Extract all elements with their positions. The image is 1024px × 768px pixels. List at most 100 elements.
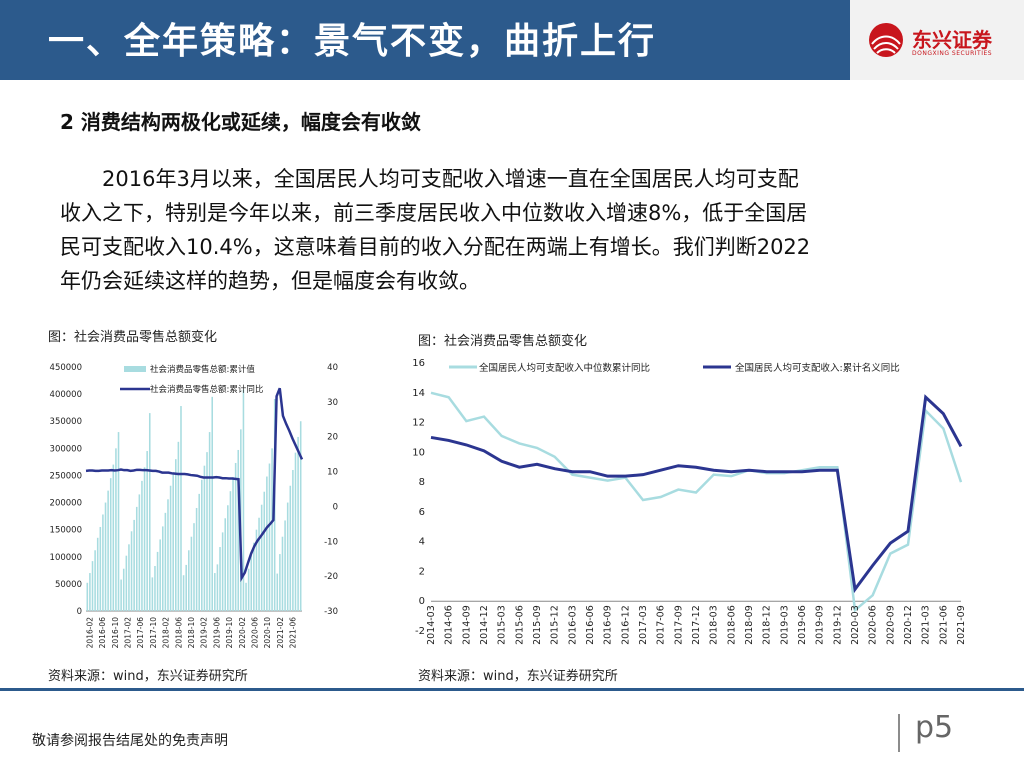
x-tick-label: 2014-06 [444, 605, 455, 645]
retail-bar [151, 577, 154, 611]
x-tick-label: 2019-09 [815, 605, 826, 645]
y-tick-label: 0 [419, 596, 425, 607]
retail-bar [188, 550, 190, 611]
retail-bar [94, 550, 96, 611]
income-growth-chart: -2 0 2 4 6 8 10 12 14 16 2014-03 2014-06 2014-09 2014… [412, 358, 967, 645]
retail-bar [245, 582, 247, 611]
retail-bar [263, 491, 266, 611]
retail-bar [190, 536, 193, 611]
x-tick-label: 2020-06 [868, 605, 879, 645]
x-tick-label: 2021-02 [276, 617, 285, 649]
income-line [430, 394, 963, 594]
retail-bar [91, 561, 94, 611]
retail-sales-chart: 0 50000 100000 150000 200000 250000 300000 3500… [50, 363, 338, 649]
y-left-tick-label: 450000 [50, 363, 82, 373]
retail-bar [159, 539, 161, 611]
retail-bar [112, 464, 115, 611]
retail-bar [180, 406, 182, 611]
x-tick-label: 2015-12 [550, 605, 561, 645]
retail-bar [292, 470, 294, 611]
x-tick-label: 2014-12 [479, 605, 490, 645]
y-left-tick-label: 400000 [50, 390, 82, 400]
x-tick-label: 2016-06 [98, 617, 107, 649]
retail-bar [156, 551, 159, 611]
retail-bar [164, 512, 167, 611]
legend-label: 全国居民人均可支配收入中位数累计同比 [479, 362, 650, 374]
legend-swatch-bar [124, 366, 146, 372]
x-tick-label: 2019-06 [212, 617, 221, 649]
x-tick-label: 2018-09 [744, 605, 755, 645]
legend-label: 全国居民人均可支配收入:累计名义同比 [735, 362, 900, 374]
retail-bar [281, 536, 284, 611]
y-tick-label: 8 [419, 477, 425, 488]
chart-2-source: 资料来源：wind，东兴证券研究所 [418, 669, 618, 684]
x-tick-label: 2015-03 [497, 605, 508, 645]
retail-bar [125, 555, 128, 611]
retail-yoy-line [85, 387, 304, 583]
y-right-tick-label: -20 [324, 572, 338, 582]
retail-bar [96, 537, 99, 611]
retail-bar [206, 452, 208, 611]
retail-bar [161, 526, 164, 611]
retail-bar [99, 526, 102, 611]
x-tick-label: 2014-03 [426, 605, 437, 645]
x-tick-label: 2016-06 [585, 605, 596, 645]
retail-bar [177, 441, 180, 611]
x-tick-label: 2017-06 [656, 605, 667, 645]
x-tick-label: 2019-10 [225, 617, 234, 649]
logo-text: 东兴证券 [912, 28, 992, 52]
x-tick-label: 2016-02 [85, 617, 94, 649]
x-tick-label: 2017-12 [691, 605, 702, 645]
x-tick-label: 2016-12 [620, 605, 631, 645]
section-title: 2 消费结构两极化或延续，幅度会有收敛 [60, 110, 421, 134]
retail-bar [138, 494, 141, 611]
retail-bar [115, 448, 117, 611]
x-tick-label: 2020-06 [251, 617, 260, 649]
body-line: 民可支配收入10.4%，这意味着目前的收入分配在两端上有增长。我们判断2022 [60, 235, 811, 259]
y-tick-label: 2 [419, 566, 425, 577]
x-tick-label: 2018-06 [726, 605, 737, 645]
y-left-tick-label: 350000 [50, 417, 82, 427]
retail-bar [289, 485, 292, 611]
header-bar: 一、全年策略：景气不变，曲折上行 [0, 0, 850, 80]
retail-bar [130, 531, 133, 611]
logo-subtext: DONGXING SECURITIES [912, 50, 993, 57]
x-tick-label: 2019-02 [200, 617, 209, 649]
retail-bar [224, 518, 227, 611]
retail-bar [195, 507, 198, 611]
retail-bar [216, 564, 219, 611]
legend-label: 社会消费品零售总额:累计同比 [150, 384, 263, 395]
retail-bar [266, 476, 268, 611]
retail-bar [109, 478, 112, 611]
y-left-tick-label: 150000 [50, 526, 82, 536]
y-right-tick-label: 10 [327, 468, 338, 478]
y-left-tick-label: 300000 [50, 444, 82, 454]
retail-bar [237, 449, 240, 611]
body-line: 年仍会延续这样的趋势，但是幅度会有收敛。 [60, 269, 480, 293]
x-tick-label: 2016-03 [567, 605, 578, 645]
retail-bar [198, 493, 200, 611]
retail-bar [253, 542, 255, 611]
x-tick-label: 2018-12 [762, 605, 773, 645]
x-tick-label: 2017-03 [638, 605, 649, 645]
retail-bar [242, 389, 245, 611]
y-left-tick-label: 0 [77, 607, 82, 617]
retail-bar [135, 506, 138, 611]
retail-bar [260, 504, 263, 611]
x-tick-label: 2018-02 [162, 617, 171, 649]
x-tick-label: 2020-09 [885, 605, 896, 645]
retail-bar [193, 523, 195, 611]
retail-bar [102, 514, 104, 611]
footer-divider [0, 688, 1024, 691]
retail-bar [172, 472, 174, 611]
chart-1-source: 资料来源：wind，东兴证券研究所 [48, 669, 248, 684]
y-tick-label: 4 [419, 537, 425, 548]
y-right-tick-label: -30 [324, 607, 338, 617]
x-tick-label: 2018-06 [174, 617, 183, 649]
y-right-tick-label: 30 [327, 398, 338, 408]
y-right-tick-label: -10 [324, 537, 338, 547]
retail-bar [247, 568, 250, 611]
retail-bar [148, 413, 151, 611]
retail-bar [182, 575, 185, 611]
retail-bar [175, 459, 177, 611]
